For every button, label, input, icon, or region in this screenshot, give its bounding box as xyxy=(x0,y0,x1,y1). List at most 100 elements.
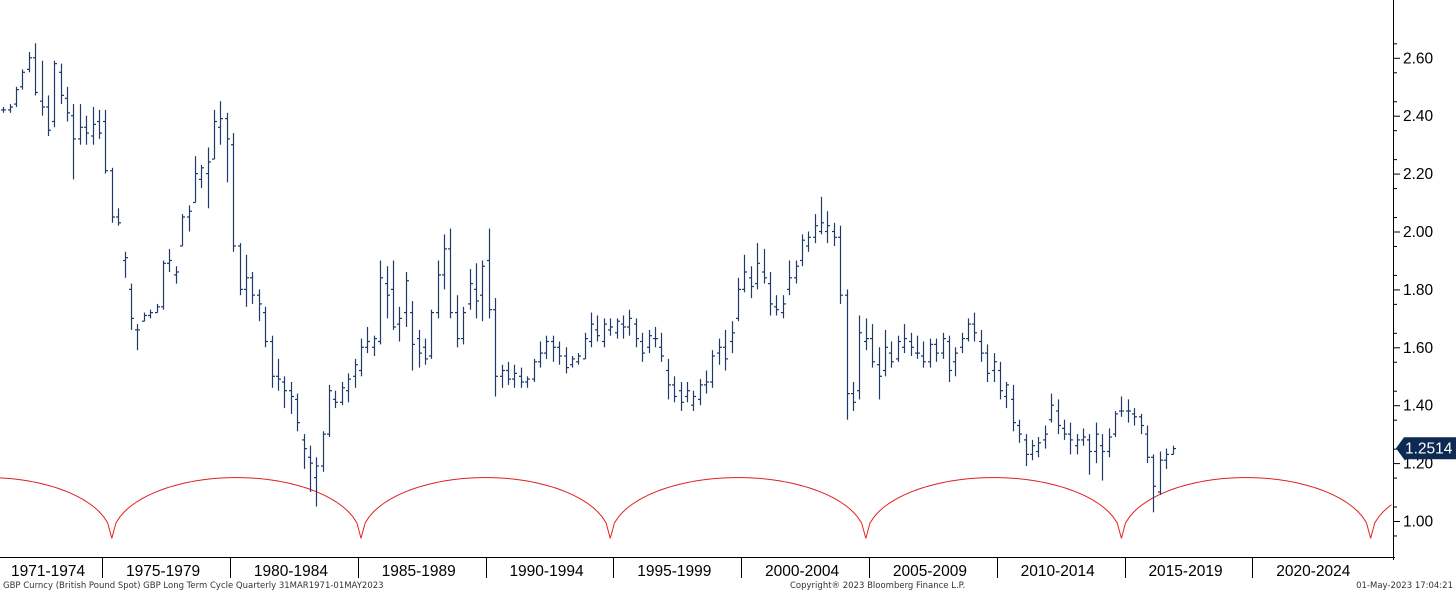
ohlc-bar xyxy=(417,329,422,368)
ohlc-bar xyxy=(231,133,236,252)
ohlc-bar xyxy=(570,356,575,368)
ohlc-bar xyxy=(199,164,204,189)
ohlc-bar xyxy=(353,358,358,388)
x-period-label: 2005-2009 xyxy=(893,563,967,580)
ohlc-bar xyxy=(218,101,223,145)
ohlc-bar xyxy=(1030,439,1035,461)
ohlc-bar xyxy=(289,382,294,414)
ohlc-bar xyxy=(429,309,434,359)
ohlc-bar xyxy=(564,347,569,374)
ohlc-bar xyxy=(544,335,549,359)
ohlc-bar xyxy=(167,248,172,272)
ohlc-bar xyxy=(155,303,160,314)
ohlc-bar xyxy=(857,315,862,400)
ohlc-bar xyxy=(1126,399,1131,423)
ohlc-bar xyxy=(116,208,121,226)
ohlc-bar xyxy=(806,231,811,252)
ohlc-bar xyxy=(110,167,115,223)
ohlc-bar xyxy=(889,341,894,368)
ohlc-bar xyxy=(800,234,805,267)
ohlc-bar xyxy=(174,266,179,284)
ohlc-bar xyxy=(717,338,722,365)
ohlc-bar xyxy=(1068,422,1073,455)
ohlc-bar xyxy=(71,104,76,180)
footer-timestamp: 01-May-2023 17:04:21 xyxy=(1356,581,1453,591)
ohlc-bar xyxy=(921,341,926,368)
ohlc-bar xyxy=(1171,445,1176,455)
ohlc-bar xyxy=(333,390,338,409)
ohlc-bar xyxy=(608,318,613,336)
ohlc-bar xyxy=(953,347,958,377)
last-value-badge-group: 1.2514 xyxy=(1396,437,1456,460)
ohlc-bar xyxy=(589,312,594,348)
ohlc-bar xyxy=(627,309,632,336)
ohlc-bar xyxy=(1011,384,1016,432)
x-period-label: 2000-2004 xyxy=(765,563,840,580)
ohlc-bar xyxy=(966,318,971,342)
ohlc-bar xyxy=(187,205,192,232)
ohlc-bar xyxy=(538,341,543,368)
y-tick-label: 1.40 xyxy=(1403,398,1434,415)
last-value-label: 1.2514 xyxy=(1405,441,1453,458)
ohlc-bar xyxy=(206,147,211,209)
ohlc-bar xyxy=(647,329,652,354)
cycle-overlay xyxy=(0,477,1392,539)
ohlc-bar xyxy=(27,52,32,73)
ohlc-bar xyxy=(576,353,581,365)
y-tick-label: 1.20 xyxy=(1403,456,1434,473)
ohlc-bar xyxy=(902,324,907,354)
ohlc-bar xyxy=(448,228,453,319)
ohlc-bar xyxy=(97,109,102,139)
ohlc-bar xyxy=(512,364,517,388)
ohlc-bar xyxy=(135,324,140,351)
ohlc-bar xyxy=(877,347,882,400)
ohlc-bar xyxy=(436,260,441,319)
ohlc-bar xyxy=(295,393,300,432)
ohlc-bar xyxy=(14,86,19,107)
ohlc-bar xyxy=(825,211,830,244)
ohlc-bar xyxy=(480,260,485,322)
ohlc-bar xyxy=(359,338,364,377)
ohlc-bar xyxy=(762,248,767,284)
ohlc-bar xyxy=(308,445,313,492)
ohlc-bar xyxy=(691,390,696,411)
ohlc-bar xyxy=(794,260,799,284)
ohlc-bar xyxy=(506,361,511,385)
ohlc-bar xyxy=(838,225,843,304)
ohlc-bar xyxy=(1056,399,1061,435)
y-tick-label: 2.20 xyxy=(1403,166,1434,183)
ohlc-bar xyxy=(250,272,255,304)
ohlc-bar xyxy=(410,301,415,371)
ohlc-bar xyxy=(78,104,83,145)
x-period-label: 2010-2014 xyxy=(1021,563,1096,580)
ohlc-bar xyxy=(736,277,741,322)
ohlc-bar xyxy=(909,332,914,356)
ohlc-bar xyxy=(679,382,684,411)
ohlc-bar xyxy=(263,306,268,348)
x-period-label: 2020-2024 xyxy=(1276,563,1351,580)
ohlc-bar xyxy=(985,344,990,382)
ohlc-bar xyxy=(238,243,243,296)
ohlc-bar xyxy=(391,260,396,330)
footer-security-description: GBP Curncy (British Pound Spot) GBP Long… xyxy=(3,581,384,591)
ohlc-bar xyxy=(193,156,198,204)
ohlc-bar xyxy=(532,358,537,382)
ohlc-bar xyxy=(1094,422,1099,464)
ohlc-bar xyxy=(710,350,715,388)
x-period-label: 1975-1979 xyxy=(126,563,200,580)
price-bars xyxy=(1,43,1176,513)
ohlc-bar xyxy=(915,335,920,359)
y-tick-label: 1.00 xyxy=(1403,514,1434,531)
ohlc-bar xyxy=(500,364,505,388)
ohlc-bar xyxy=(934,338,939,362)
ohlc-bar xyxy=(781,295,786,319)
cycle-arc-5 xyxy=(865,477,1122,539)
ohlc-bar xyxy=(1100,434,1105,481)
ohlc-bar xyxy=(742,254,747,293)
ohlc-bar xyxy=(551,335,556,362)
ohlc-bar xyxy=(404,272,409,327)
ohlc-bar xyxy=(84,115,89,145)
ohlc-bar xyxy=(723,329,728,371)
ohlc-bar xyxy=(992,353,997,382)
